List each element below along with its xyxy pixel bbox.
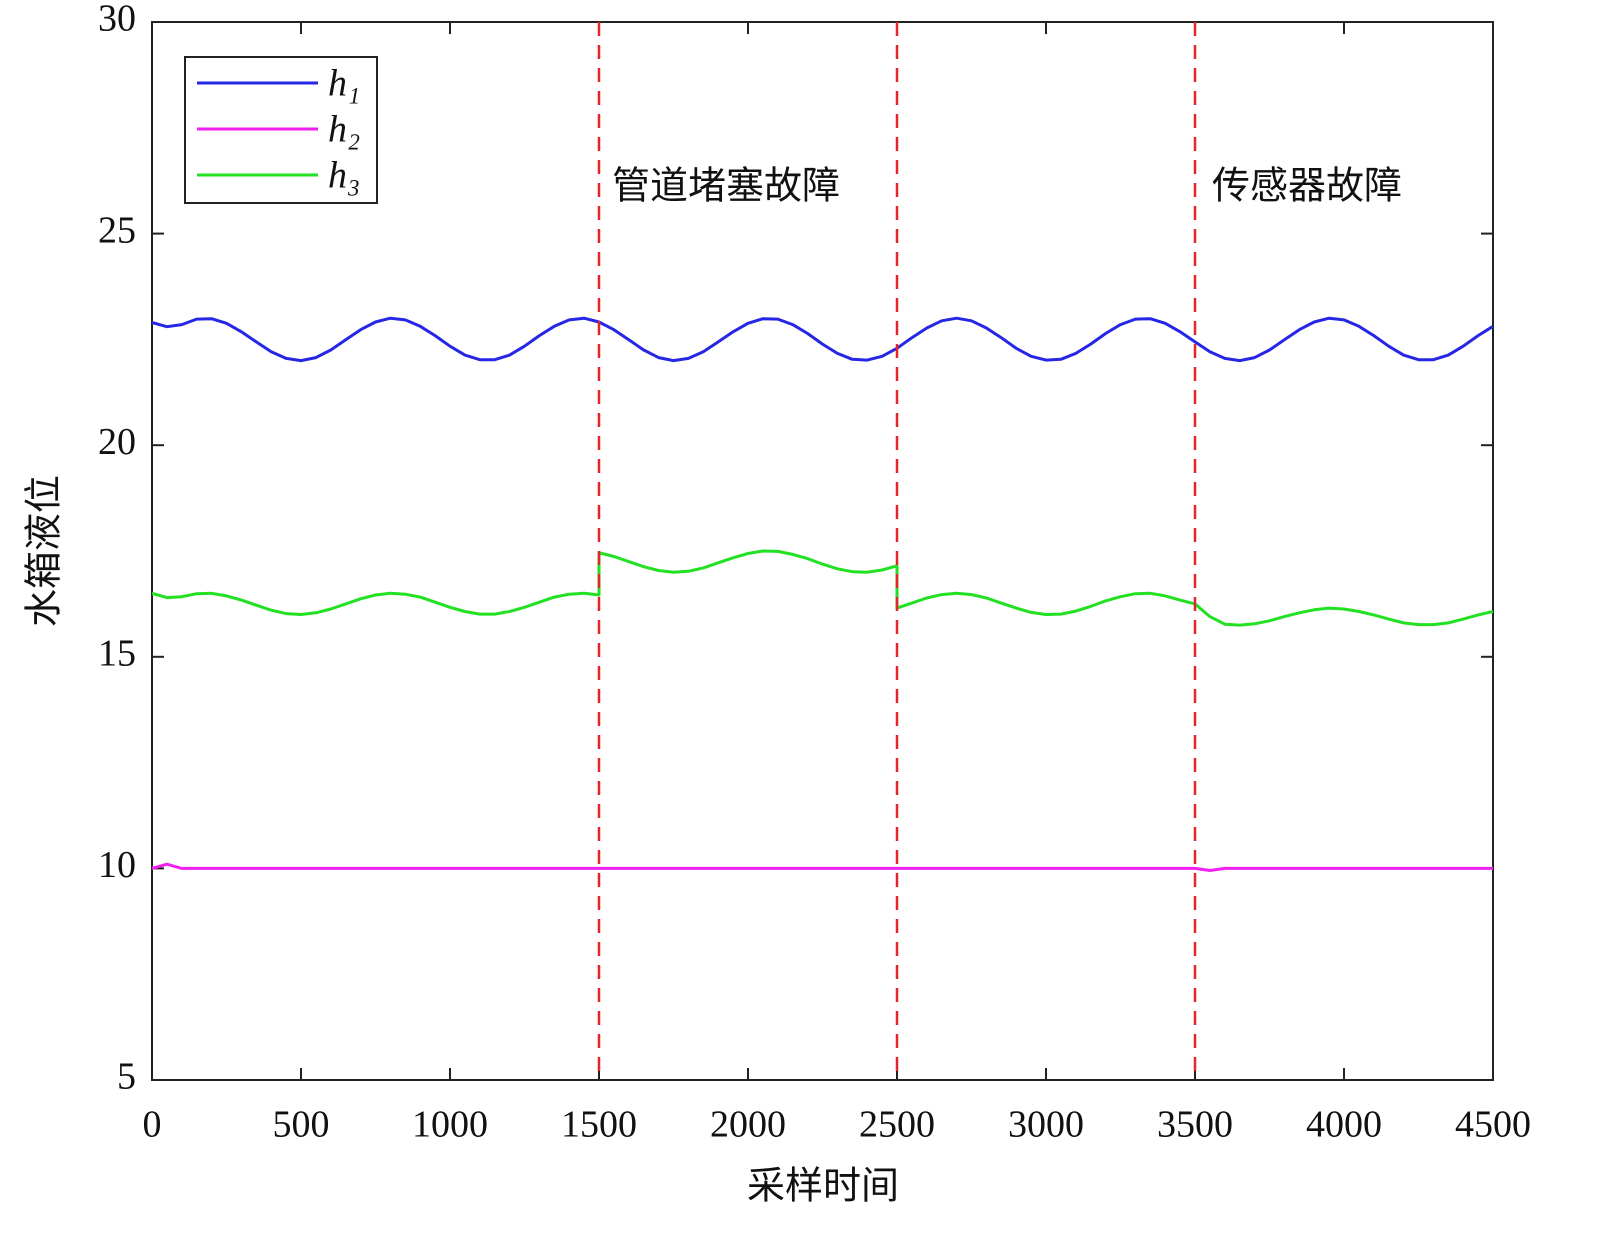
series-line bbox=[151, 549, 1494, 627]
x-tick-label: 2500 bbox=[859, 1104, 935, 1146]
x-tick-label: 4500 bbox=[1455, 1104, 1531, 1146]
legend-label: h₂ bbox=[328, 109, 360, 151]
plot-frame bbox=[151, 21, 1494, 1081]
annotation: 管道堵塞故障 bbox=[612, 166, 840, 208]
y-tick-label: 20 bbox=[98, 421, 136, 463]
series-line bbox=[151, 316, 1494, 363]
x-tick-label: 3000 bbox=[1008, 1104, 1084, 1146]
x-tick-label: 1500 bbox=[561, 1104, 637, 1146]
y-tick-label: 15 bbox=[98, 633, 136, 675]
x-axis-label: 采样时间 bbox=[747, 1166, 899, 1208]
x-tick-label: 500 bbox=[273, 1104, 330, 1146]
legend-label: h₃ bbox=[328, 155, 360, 197]
y-tick-label: 30 bbox=[98, 0, 136, 40]
x-tick-label: 2000 bbox=[710, 1104, 786, 1146]
y-axis-label: 水箱液位 bbox=[24, 475, 66, 627]
series-line bbox=[151, 862, 1493, 872]
y-tick-label: 10 bbox=[98, 844, 136, 886]
legend-label: h₁ bbox=[328, 63, 360, 105]
x-tick-label: 3500 bbox=[1157, 1104, 1233, 1146]
annotation: 传感器故障 bbox=[1212, 166, 1402, 208]
x-tick-label: 4000 bbox=[1306, 1104, 1382, 1146]
x-tick-label: 0 bbox=[143, 1104, 162, 1146]
x-tick-label: 1000 bbox=[412, 1104, 488, 1146]
y-tick-label: 5 bbox=[117, 1056, 136, 1098]
y-tick-label: 25 bbox=[98, 209, 136, 251]
